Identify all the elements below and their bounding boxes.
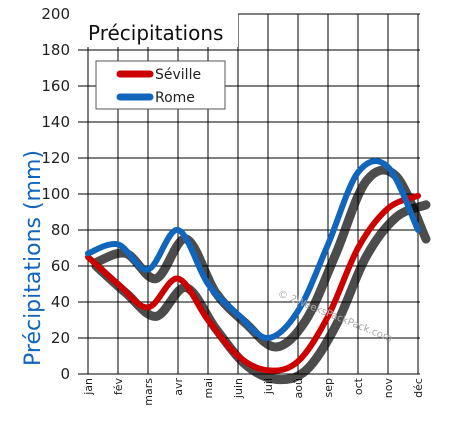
legend-label-rome: Rome bbox=[155, 90, 195, 106]
x-tick-label: mars bbox=[142, 378, 155, 406]
legend-label-seville: Séville bbox=[155, 67, 201, 83]
data-point-seville bbox=[355, 245, 361, 251]
y-axis-label: Précipitations (mm) bbox=[21, 150, 46, 366]
x-tick-label: jan bbox=[82, 378, 95, 396]
data-point-rome bbox=[115, 241, 121, 247]
y-tick-label: 200 bbox=[41, 5, 70, 23]
series-shadow-rome bbox=[91, 165, 431, 352]
data-point-rome bbox=[385, 164, 391, 170]
x-axis-ticks: jan fév mars avr mai juin juil aoû sep oct nov déc bbox=[82, 377, 425, 405]
y-tick-label: 80 bbox=[51, 221, 70, 239]
data-point-seville bbox=[325, 313, 331, 319]
y-tick-label: 60 bbox=[51, 257, 70, 275]
x-tick-label: fév bbox=[112, 378, 125, 396]
data-point-seville bbox=[145, 304, 151, 310]
series-lines bbox=[85, 158, 421, 374]
data-point-rome bbox=[205, 281, 211, 287]
data-point-rome bbox=[355, 169, 361, 175]
y-tick-label: 100 bbox=[41, 185, 70, 203]
data-point-seville bbox=[205, 317, 211, 323]
data-point-rome bbox=[235, 312, 241, 318]
title-box bbox=[78, 13, 238, 47]
y-tick-label: 40 bbox=[51, 293, 70, 311]
data-point-rome bbox=[295, 308, 301, 314]
data-point-seville bbox=[175, 276, 181, 282]
y-tick-label: 140 bbox=[41, 113, 70, 131]
x-tick-label: déc bbox=[412, 378, 425, 398]
data-point-rome bbox=[175, 227, 181, 233]
data-point-seville bbox=[295, 358, 301, 364]
y-tick-label: 0 bbox=[60, 365, 70, 383]
y-tick-label: 160 bbox=[41, 77, 70, 95]
data-point-rome bbox=[325, 241, 331, 247]
x-tick-label: avr bbox=[172, 378, 185, 396]
series-shadow-seville bbox=[91, 200, 431, 385]
y-tick-label: 120 bbox=[41, 149, 70, 167]
data-point-rome bbox=[415, 227, 421, 233]
legend-box bbox=[95, 60, 226, 110]
x-tick-label: oct bbox=[352, 377, 365, 395]
y-axis-ticks: 0 20 40 60 80 100 120 140 160 180 200 bbox=[41, 5, 70, 383]
x-tick-label: aoû bbox=[292, 378, 305, 398]
x-tick-label: juin bbox=[232, 378, 245, 399]
data-point-rome bbox=[145, 267, 151, 273]
x-tick-label: mai bbox=[202, 378, 215, 399]
y-tick-label: 20 bbox=[51, 329, 70, 347]
x-tick-label: nov bbox=[382, 378, 395, 399]
data-point-rome bbox=[265, 335, 271, 341]
data-point-seville bbox=[385, 205, 391, 211]
y-tick-label: 180 bbox=[41, 41, 70, 59]
series-shadows bbox=[91, 165, 431, 385]
data-point-rome bbox=[85, 250, 91, 256]
chart-title: Précipitations bbox=[88, 21, 223, 45]
data-point-seville bbox=[235, 353, 241, 359]
x-tick-label: sep bbox=[322, 378, 335, 397]
data-point-seville bbox=[415, 193, 421, 199]
data-point-seville bbox=[115, 281, 121, 287]
data-point-seville bbox=[265, 367, 271, 373]
